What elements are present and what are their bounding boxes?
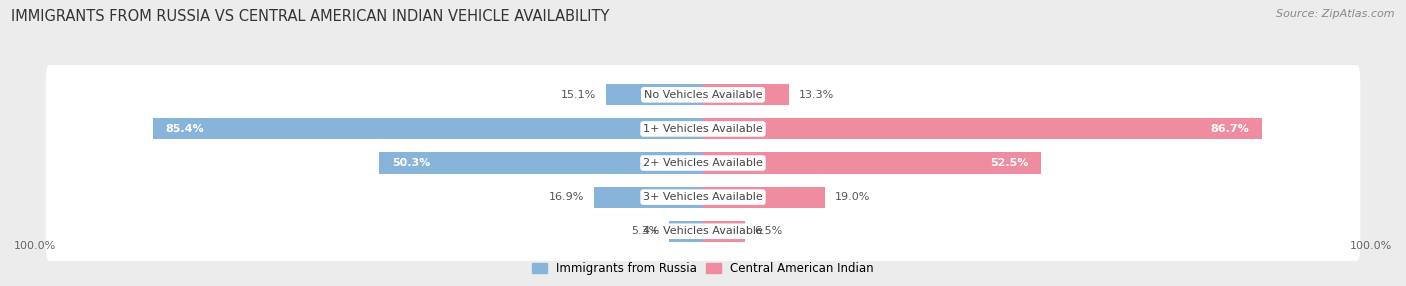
- Bar: [703, 221, 745, 242]
- Text: 6.5%: 6.5%: [755, 226, 783, 236]
- Text: 100.0%: 100.0%: [1350, 241, 1392, 251]
- Text: 85.4%: 85.4%: [166, 124, 204, 134]
- Text: 5.3%: 5.3%: [631, 226, 659, 236]
- Text: 4+ Vehicles Available: 4+ Vehicles Available: [643, 226, 763, 236]
- Text: 86.7%: 86.7%: [1211, 124, 1249, 134]
- FancyBboxPatch shape: [45, 133, 1361, 193]
- Bar: [606, 84, 703, 105]
- Bar: [703, 118, 1261, 140]
- Text: 50.3%: 50.3%: [392, 158, 430, 168]
- Legend: Immigrants from Russia, Central American Indian: Immigrants from Russia, Central American…: [527, 258, 879, 280]
- Bar: [703, 84, 789, 105]
- Text: No Vehicles Available: No Vehicles Available: [644, 90, 762, 100]
- FancyBboxPatch shape: [45, 99, 1361, 158]
- Bar: [703, 186, 825, 208]
- Text: 13.3%: 13.3%: [799, 90, 834, 100]
- Text: 16.9%: 16.9%: [550, 192, 585, 202]
- Text: 3+ Vehicles Available: 3+ Vehicles Available: [643, 192, 763, 202]
- Bar: [595, 186, 703, 208]
- FancyBboxPatch shape: [45, 65, 1361, 124]
- Text: 2+ Vehicles Available: 2+ Vehicles Available: [643, 158, 763, 168]
- Bar: [669, 221, 703, 242]
- Bar: [378, 152, 703, 174]
- Text: 52.5%: 52.5%: [990, 158, 1028, 168]
- Text: IMMIGRANTS FROM RUSSIA VS CENTRAL AMERICAN INDIAN VEHICLE AVAILABILITY: IMMIGRANTS FROM RUSSIA VS CENTRAL AMERIC…: [11, 9, 610, 23]
- Text: 100.0%: 100.0%: [14, 241, 56, 251]
- Bar: [153, 118, 703, 140]
- FancyBboxPatch shape: [45, 167, 1361, 227]
- Text: Source: ZipAtlas.com: Source: ZipAtlas.com: [1277, 9, 1395, 19]
- Text: 15.1%: 15.1%: [561, 90, 596, 100]
- Bar: [703, 152, 1042, 174]
- Text: 19.0%: 19.0%: [835, 192, 870, 202]
- FancyBboxPatch shape: [45, 202, 1361, 261]
- Text: 1+ Vehicles Available: 1+ Vehicles Available: [643, 124, 763, 134]
